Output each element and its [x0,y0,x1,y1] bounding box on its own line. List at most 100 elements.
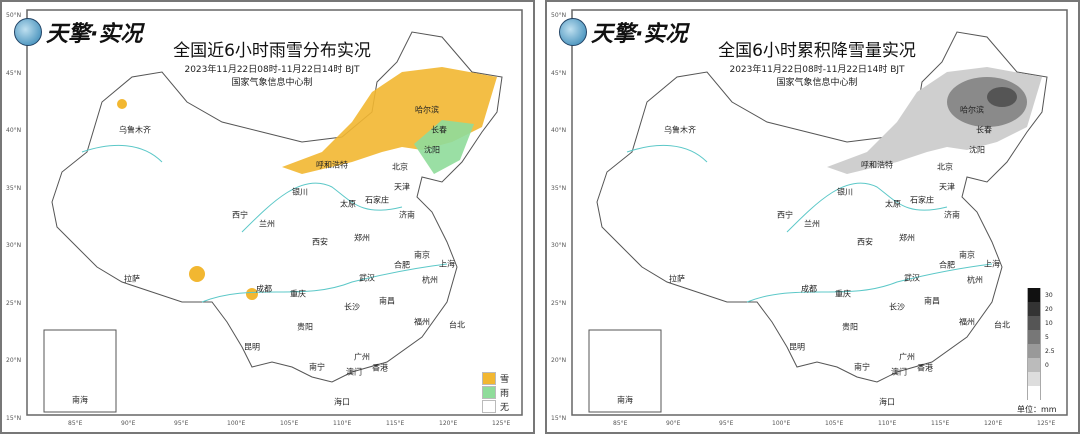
city-label: 广州 [899,352,915,362]
city-label: 南昌 [924,296,940,306]
city-label: 拉萨 [669,274,685,284]
legend-swatch [1027,316,1041,330]
city-label: 福州 [959,317,975,327]
city-label: 南宁 [309,362,325,372]
city-label: 武汉 [904,273,920,283]
city-label: 成都 [256,284,272,294]
city-label: 南京 [414,250,430,260]
map-date: 2023年11月22日08时-11月22日14时 BJT [729,65,905,75]
lon-tick: 90°E [666,420,681,427]
yangtze-river [746,263,993,303]
city-label: 济南 [399,210,415,220]
legend-label: 2.5 [1045,348,1055,355]
lon-tick: 105°E [825,420,844,427]
city-label: 昆明 [789,342,805,352]
city-label: 香港 [917,363,933,373]
lat-tick: 50°N [551,12,567,19]
map-frame [26,9,523,416]
city-label: 台北 [994,320,1010,330]
city-label: 海口 [879,397,895,407]
city-label: 南京 [959,250,975,260]
city-label: 澳门 [346,367,362,377]
city-label: 香港 [372,363,388,373]
city-label: 福州 [414,317,430,327]
yellow-river [786,182,948,233]
lat-tick: 45°N [551,69,567,77]
map-date: 2023年11月22日08时-11月22日14时 BJT [184,65,360,75]
city-label: 西安 [857,237,873,247]
snowfall-area-max [987,87,1017,107]
city-label: 长春 [431,125,447,135]
lon-tick: 95°E [174,420,189,427]
legend-swatch [482,372,496,385]
city-label: 重庆 [835,289,851,299]
city-label: 沈阳 [424,145,440,155]
city-label: 沈阳 [969,145,985,155]
lon-tick: 85°E [613,420,628,427]
lat-tick: 30°N [551,242,567,249]
city-label: 合肥 [939,260,955,270]
lat-tick: 45°N [6,69,22,77]
city-label: 上海 [439,259,455,269]
city-label: 杭州 [422,275,438,285]
city-label: 天津 [939,182,955,192]
lat-tick: 25°N [6,299,22,307]
lon-tick: 125°E [1037,420,1056,427]
city-label: 南宁 [854,362,870,372]
city-label: 澳门 [891,367,907,377]
city-label: 南昌 [379,296,395,306]
tarim-river [626,144,708,163]
legend-swatch [1027,386,1041,400]
map-title: 全国6小时累积降雪量实况 [718,41,916,61]
city-label: 太原 [885,199,901,209]
city-label: 杭州 [967,275,983,285]
globe-icon [559,18,587,46]
inset-label: 南海 [72,395,88,405]
yellow-river [241,182,403,233]
city-label: 呼和浩特 [861,160,893,170]
lat-tick: 35°N [6,184,22,192]
city-label: 拉萨 [124,274,140,284]
lat-tick: 25°N [551,299,567,307]
lon-tick: 120°E [439,420,458,427]
city-label: 乌鲁木齐 [664,125,696,135]
lon-tick: 115°E [931,420,950,427]
snow-patch [117,99,127,109]
legend-label: 雪 [500,375,510,385]
lon-tick: 100°E [227,420,246,427]
lon-tick: 85°E [68,420,83,427]
lon-tick: 125°E [492,420,511,427]
city-label: 长沙 [889,302,905,312]
legend-label: 无 [500,403,510,413]
legend-label: 20 [1045,306,1053,313]
legend-label: 0 [1045,362,1049,369]
lat-tick: 15°N [6,414,22,422]
map-producer: 国家气象信息中心制 [231,78,313,88]
city-label: 石家庄 [910,195,934,205]
lat-tick: 50°N [6,12,22,19]
legend-label: 30 [1045,292,1053,299]
rain-area [414,120,474,174]
south-sea-inset [588,329,662,413]
city-label: 北京 [937,162,953,172]
snow-area [282,67,497,174]
rain-snow-map-panel: 南海 天擎·实况 全国近6小时雨雪分布实况 2023年11月22日08时-11月22日… [0,0,535,434]
globe-icon [14,18,42,46]
city-label: 台北 [449,320,465,330]
city-label: 西宁 [777,210,793,220]
lon-tick: 90°E [121,420,136,427]
city-label: 贵阳 [842,322,858,332]
city-label: 兰州 [804,219,820,229]
city-label: 乌鲁木齐 [119,125,151,135]
city-label: 哈尔滨 [960,105,984,115]
legend-swatch [1027,302,1041,316]
city-label: 西安 [312,237,328,247]
city-label: 武汉 [359,273,375,283]
map-frame [571,9,1068,416]
lat-tick: 15°N [551,414,567,422]
city-label: 郑州 [354,233,370,243]
city-label: 重庆 [290,289,306,299]
china-map [26,9,523,416]
city-label: 郑州 [899,233,915,243]
city-label: 长春 [976,125,992,135]
